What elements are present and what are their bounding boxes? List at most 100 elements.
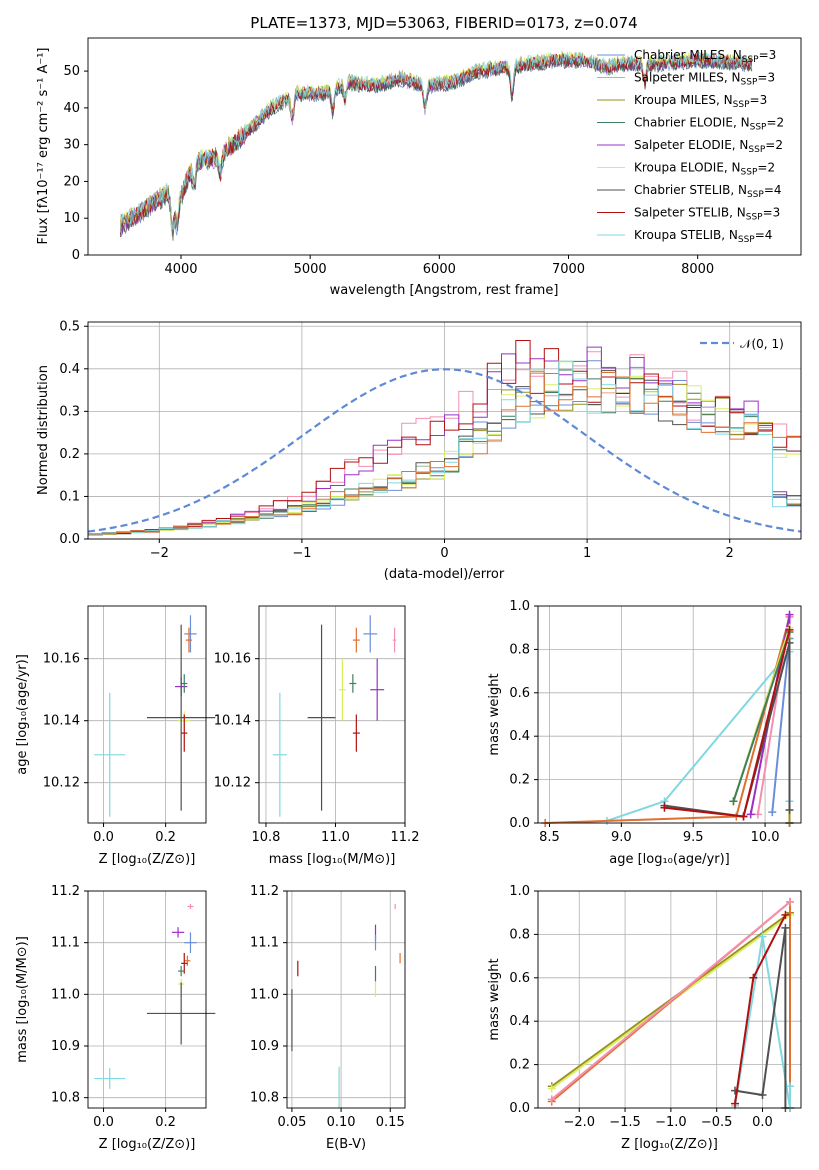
mass-weight-marker: [547, 1084, 556, 1093]
residual-histogram: [88, 372, 801, 535]
legend-entry: Chabrier STELIB, NSSP=4: [634, 183, 782, 200]
legend-subscript: SSP: [742, 55, 759, 65]
spectrum-series-line: [119, 53, 753, 235]
ytick-label: 11.2: [250, 884, 279, 899]
legend-count: =3: [763, 206, 781, 220]
legend-subscript: SSP: [747, 190, 764, 200]
legend-entry: Kroupa STELIB, NSSP=4: [634, 228, 772, 245]
residual-ytick-label: 0.3: [59, 404, 80, 419]
ytick-label: 11.1: [250, 936, 279, 951]
spectrum-xlabel: wavelength [Angstrom, rest frame]: [330, 283, 559, 298]
mass-weight-marker: [786, 897, 795, 906]
mass-weight-line: [664, 629, 791, 818]
panel-frame: [286, 890, 406, 1109]
mass-weight-marker: [785, 610, 794, 619]
legend-count: =2: [757, 161, 775, 175]
legend-entry: Kroupa ELODIE, NSSP=2: [634, 161, 775, 178]
age-vs-mass-panel: 10.8 11.0 11.2 10.12 10.14 10.16 mass [log₁₀(M…: [214, 605, 419, 867]
mass-weight-marker: [781, 910, 790, 919]
xtick-label: 9.5: [683, 830, 704, 845]
panel-ylabel: mass weight: [487, 958, 502, 1040]
residual-histogram: [88, 360, 801, 536]
ytick-label: 0.0: [509, 1101, 530, 1116]
legend-subscript: SSP: [741, 78, 758, 88]
spectrum-ytick-label: 40: [63, 101, 80, 116]
residual-xtick-label: −2: [150, 546, 169, 561]
mass-weight-marker: [731, 1099, 740, 1108]
legend-count: =3: [750, 93, 768, 107]
ytick-label: 10.14: [214, 714, 251, 729]
ytick-label: 10.16: [214, 652, 251, 667]
legend-entry: Chabrier MILES, NSSP=3: [634, 48, 776, 65]
xtick-label: 0.0: [93, 830, 114, 845]
mass-weight-marker: [786, 1082, 795, 1091]
spectrum-ytick-label: 0: [72, 248, 80, 263]
ytick-label: 1.0: [509, 599, 530, 614]
ytick-label: 0.8: [509, 927, 530, 942]
mass-weight-marker: [785, 805, 794, 814]
ytick-label: 10.12: [43, 776, 80, 791]
legend-entry: Chabrier ELODIE, NSSP=2: [634, 116, 784, 133]
gaussian-curve: [87, 368, 802, 533]
ytick-label: 0.6: [509, 971, 530, 986]
ytick-label: 11.0: [250, 987, 279, 1002]
spectrum-xtick-label: 7000: [552, 262, 585, 277]
ytick-label: 11.1: [51, 936, 80, 951]
spectrum-legend: Chabrier MILES, NSSP=3 Salpeter MILES, NS…: [597, 48, 784, 245]
xtick-label: 10.8: [251, 830, 280, 845]
spectrum-xtick-label: 4000: [164, 262, 197, 277]
age-vs-Z-panel: 0.0 0.2 10.12 10.14 10.16 Z [log₁₀(Z/Z⊙)] age …: [15, 605, 216, 867]
mass-vs-ebv-panel: 0.05 0.10 0.15 10.8 10.9 11.0 11.1 11.2 E(B-V): [250, 884, 406, 1152]
xtick-label: 0.15: [376, 1115, 405, 1130]
legend-count: =2: [766, 116, 784, 130]
panel-frame: [87, 890, 207, 1109]
xtick-label: 0.2: [155, 1115, 176, 1130]
spectrum-ytick-label: 30: [63, 138, 80, 153]
xtick-label: 0.2: [155, 830, 176, 845]
panel-ylabel: mass [log₁₀(M/M⊙)]: [15, 936, 30, 1063]
spectrum-ytick-label: 20: [63, 174, 80, 189]
residual-xtick-label: 1: [583, 546, 591, 561]
mass-weight-line: [734, 914, 787, 1104]
mass-weight-vs-Z-panel: −2.0 −1.5 −1.0 −0.5 0.0 0.0 0.2 0.4 0.6 0.8 1.0 Z […: [487, 884, 802, 1152]
mass-weight-line: [545, 616, 791, 824]
mass-weight-marker: [739, 812, 748, 821]
mass-weight-marker: [781, 923, 790, 932]
mass-weight-marker: [758, 1090, 767, 1099]
legend-count: =4: [755, 228, 773, 242]
mass-weight-marker: [758, 932, 767, 941]
xtick-label: 0.10: [327, 1115, 356, 1130]
xtick-label: 9.0: [611, 830, 632, 845]
xtick-label: 0.0: [752, 1115, 773, 1130]
residual-ytick-label: 0.5: [59, 319, 80, 334]
panel-xlabel: E(B-V): [326, 1137, 366, 1152]
ytick-label: 11.2: [51, 884, 80, 899]
panel-frame: [258, 605, 406, 824]
panel-ylabel: mass weight: [487, 673, 502, 755]
panel-ylabel: age [log₁₀(age/yr)]: [15, 654, 30, 775]
legend-entry: Salpeter STELIB, NSSP=3: [634, 206, 780, 223]
mass-weight-marker: [547, 1095, 556, 1104]
residual-xlabel: (data-model)/error: [384, 567, 505, 582]
xtick-label: 8.5: [539, 830, 560, 845]
residual-histogram: [88, 340, 801, 535]
spectrum-title: PLATE=1373, MJD=53063, FIBERID=0173, z=0…: [250, 14, 637, 32]
xtick-label: −0.5: [701, 1115, 733, 1130]
legend-count: =3: [759, 48, 777, 62]
spectrum-panel: PLATE=1373, MJD=53063, FIBERID=0173, z=0…: [36, 14, 802, 298]
mass-weight-marker: [753, 810, 762, 819]
ytick-label: 0.6: [509, 686, 530, 701]
mass-weight-line: [664, 642, 791, 818]
mass-vs-Z-panel: 0.0 0.2 10.8 10.9 11.0 11.1 11.2 Z [log₁₀(Z/Z⊙)…: [15, 884, 216, 1152]
ytick-label: 0.2: [509, 1058, 530, 1073]
residual-xtick-label: 2: [726, 546, 734, 561]
spectrum-ylabel: Flux [fλ10⁻¹⁷ erg cm⁻² s⁻¹ A⁻¹]: [36, 48, 51, 245]
panel-xlabel: Z [log₁₀(Z/Z⊙)]: [99, 852, 196, 867]
panel-xlabel: Z [log₁₀(Z/Z⊙)]: [621, 1137, 718, 1152]
ytick-label: 10.12: [214, 776, 251, 791]
residual-xtick-label: −1: [292, 546, 311, 561]
mass-weight-marker: [660, 803, 669, 812]
legend-entry: Kroupa MILES, NSSP=3: [634, 93, 767, 110]
spectrum-series-line: [119, 51, 753, 233]
